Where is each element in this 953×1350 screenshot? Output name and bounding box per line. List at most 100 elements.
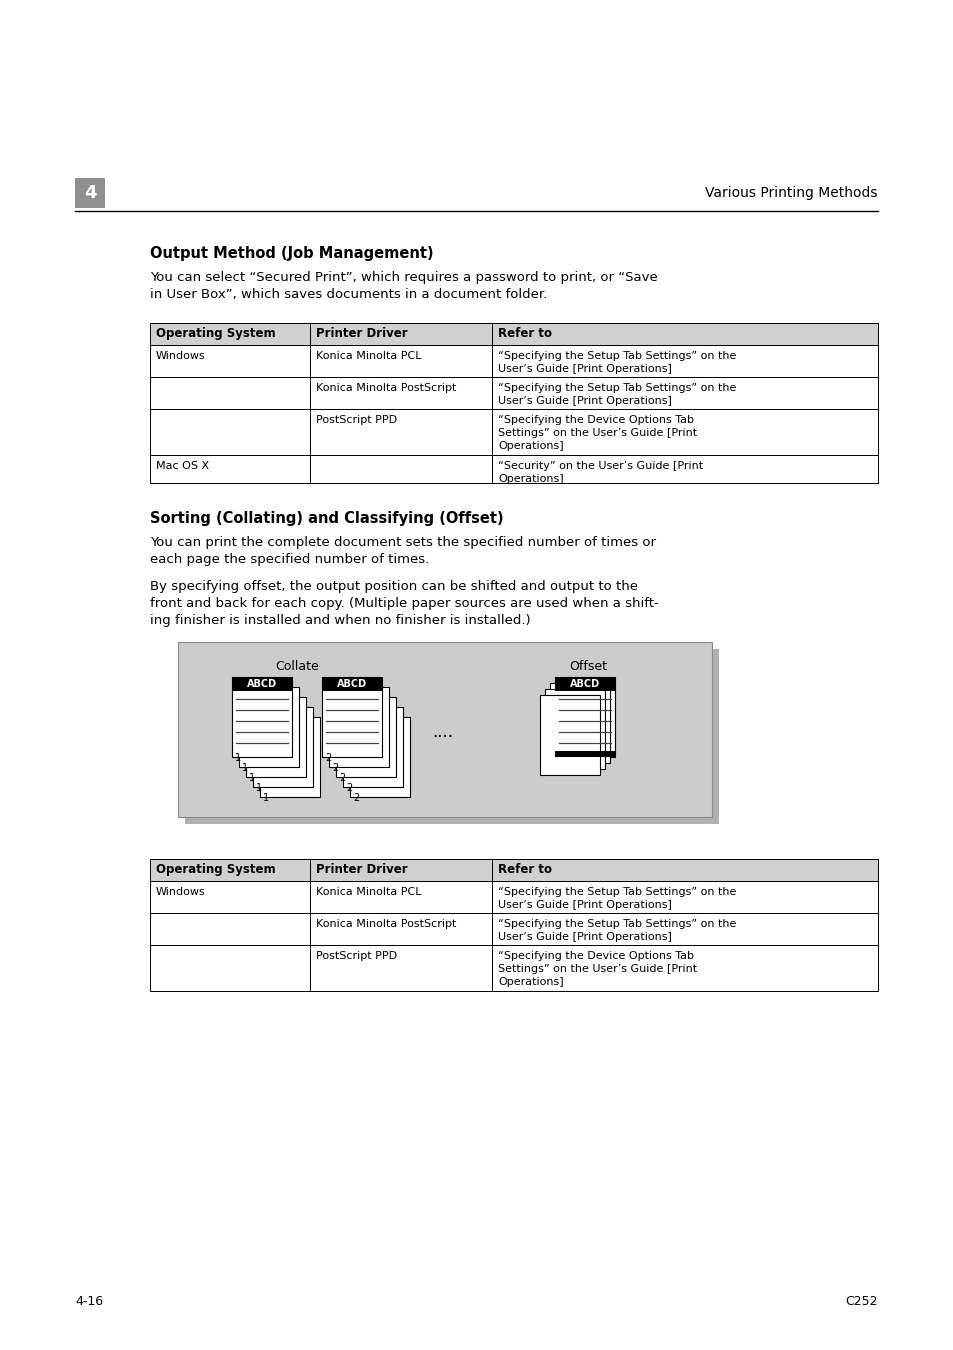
Text: in User Box”, which saves documents in a document folder.: in User Box”, which saves documents in a… bbox=[150, 288, 547, 301]
Text: Operating System: Operating System bbox=[156, 863, 275, 876]
Bar bbox=[260, 717, 319, 796]
Text: ing finisher is installed and when no finisher is installed.): ing finisher is installed and when no fi… bbox=[150, 614, 530, 626]
Bar bbox=[150, 945, 310, 991]
Bar bbox=[310, 859, 492, 882]
Text: 1: 1 bbox=[263, 792, 269, 803]
Text: 2: 2 bbox=[332, 763, 338, 774]
Text: User’s Guide [Print Operations]: User’s Guide [Print Operations] bbox=[497, 396, 671, 406]
Bar bbox=[310, 346, 492, 377]
Bar bbox=[232, 676, 292, 691]
Text: 1: 1 bbox=[234, 753, 241, 763]
Bar bbox=[343, 707, 402, 787]
Bar bbox=[150, 377, 310, 409]
Bar bbox=[322, 676, 381, 691]
Bar bbox=[150, 859, 310, 882]
Text: “Security” on the User’s Guide [Print: “Security” on the User’s Guide [Print bbox=[497, 460, 702, 471]
Bar bbox=[310, 913, 492, 945]
Bar bbox=[550, 683, 609, 763]
Text: 2: 2 bbox=[353, 792, 359, 803]
Text: 2: 2 bbox=[338, 774, 345, 783]
Bar bbox=[492, 859, 877, 882]
Text: Windows: Windows bbox=[156, 351, 206, 360]
Text: Mac OS X: Mac OS X bbox=[156, 460, 209, 471]
Text: Operations]: Operations] bbox=[497, 474, 563, 485]
Text: User’s Guide [Print Operations]: User’s Guide [Print Operations] bbox=[497, 364, 671, 374]
Bar bbox=[246, 697, 306, 778]
Bar bbox=[555, 676, 615, 691]
Text: Operating System: Operating System bbox=[156, 327, 275, 340]
Text: “Specifying the Setup Tab Settings” on the: “Specifying the Setup Tab Settings” on t… bbox=[497, 383, 736, 393]
Bar bbox=[322, 676, 381, 757]
Bar bbox=[310, 455, 492, 483]
Bar bbox=[310, 945, 492, 991]
Text: “Specifying the Setup Tab Settings” on the: “Specifying the Setup Tab Settings” on t… bbox=[497, 351, 736, 360]
Bar bbox=[310, 409, 492, 455]
Text: “Specifying the Device Options Tab: “Specifying the Device Options Tab bbox=[497, 414, 693, 425]
Text: You can select “Secured Print”, which requires a password to print, or “Save: You can select “Secured Print”, which re… bbox=[150, 271, 657, 284]
Bar bbox=[329, 687, 389, 767]
Text: Refer to: Refer to bbox=[497, 327, 552, 340]
Text: ABCD: ABCD bbox=[569, 679, 599, 688]
Text: 1: 1 bbox=[249, 774, 254, 783]
Text: C252: C252 bbox=[844, 1295, 877, 1308]
Text: Settings” on the User’s Guide [Print: Settings” on the User’s Guide [Print bbox=[497, 964, 697, 973]
Bar bbox=[150, 346, 310, 377]
Text: Konica Minolta PCL: Konica Minolta PCL bbox=[315, 351, 421, 360]
Text: ABCD: ABCD bbox=[336, 679, 367, 688]
Bar bbox=[310, 882, 492, 913]
Text: Refer to: Refer to bbox=[497, 863, 552, 876]
Bar bbox=[492, 882, 877, 913]
Bar bbox=[492, 409, 877, 455]
Text: “Specifying the Setup Tab Settings” on the: “Specifying the Setup Tab Settings” on t… bbox=[497, 919, 736, 929]
Bar bbox=[253, 707, 313, 787]
Text: 4-16: 4-16 bbox=[75, 1295, 103, 1308]
Bar bbox=[178, 643, 711, 817]
Text: Printer Driver: Printer Driver bbox=[315, 327, 407, 340]
Bar bbox=[310, 323, 492, 346]
Text: Operations]: Operations] bbox=[497, 441, 563, 451]
Text: You can print the complete document sets the specified number of times or: You can print the complete document sets… bbox=[150, 536, 656, 549]
Bar bbox=[555, 676, 615, 757]
Bar bbox=[492, 323, 877, 346]
Text: Collate: Collate bbox=[274, 660, 318, 674]
Bar bbox=[75, 178, 105, 208]
Bar bbox=[539, 695, 599, 775]
Text: Konica Minolta PostScript: Konica Minolta PostScript bbox=[315, 919, 456, 929]
Text: Various Printing Methods: Various Printing Methods bbox=[705, 186, 877, 200]
Text: “Specifying the Setup Tab Settings” on the: “Specifying the Setup Tab Settings” on t… bbox=[497, 887, 736, 896]
Bar bbox=[492, 455, 877, 483]
Bar bbox=[150, 323, 310, 346]
Text: ABCD: ABCD bbox=[247, 679, 276, 688]
Text: front and back for each copy. (Multiple paper sources are used when a shift-: front and back for each copy. (Multiple … bbox=[150, 597, 659, 610]
Bar bbox=[335, 697, 395, 778]
Text: Windows: Windows bbox=[156, 887, 206, 896]
Text: 4: 4 bbox=[84, 184, 96, 202]
Text: 2: 2 bbox=[325, 753, 331, 763]
Text: 1: 1 bbox=[255, 783, 262, 792]
Bar bbox=[310, 377, 492, 409]
Bar bbox=[544, 688, 604, 769]
Bar bbox=[150, 455, 310, 483]
Text: Settings” on the User’s Guide [Print: Settings” on the User’s Guide [Print bbox=[497, 428, 697, 437]
Text: Offset: Offset bbox=[568, 660, 606, 674]
Bar bbox=[150, 409, 310, 455]
Bar bbox=[150, 913, 310, 945]
Bar bbox=[492, 377, 877, 409]
Text: Operations]: Operations] bbox=[497, 977, 563, 987]
Text: 1: 1 bbox=[242, 763, 248, 774]
Text: Konica Minolta PCL: Konica Minolta PCL bbox=[315, 887, 421, 896]
Text: 2: 2 bbox=[346, 783, 352, 792]
Text: By specifying offset, the output position can be shifted and output to the: By specifying offset, the output positio… bbox=[150, 580, 638, 593]
Bar bbox=[492, 346, 877, 377]
Text: PostScript PPD: PostScript PPD bbox=[315, 950, 396, 961]
Bar bbox=[150, 882, 310, 913]
Text: PostScript PPD: PostScript PPD bbox=[315, 414, 396, 425]
Text: Konica Minolta PostScript: Konica Minolta PostScript bbox=[315, 383, 456, 393]
Text: Printer Driver: Printer Driver bbox=[315, 863, 407, 876]
Bar bbox=[492, 945, 877, 991]
Bar bbox=[350, 717, 410, 796]
Text: “Specifying the Device Options Tab: “Specifying the Device Options Tab bbox=[497, 950, 693, 961]
Text: ....: .... bbox=[432, 724, 453, 741]
Text: User’s Guide [Print Operations]: User’s Guide [Print Operations] bbox=[497, 931, 671, 942]
Bar bbox=[555, 751, 615, 757]
